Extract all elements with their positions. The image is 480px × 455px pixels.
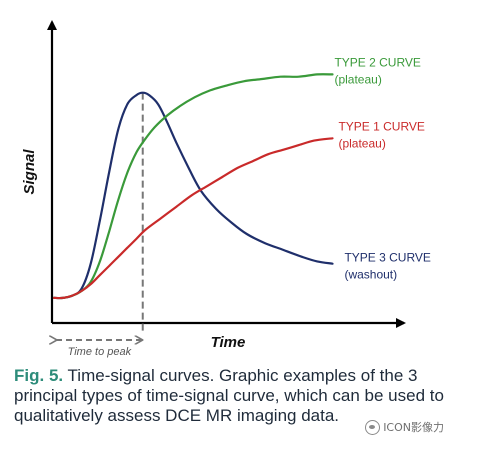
figure-caption: Fig. 5. Time-signal curves. Graphic exam… (14, 366, 474, 426)
wechat-icon (365, 419, 381, 435)
series-sublabel-type-2-curve: (plateau) (334, 72, 381, 86)
figure-label: Fig. 5. (14, 366, 64, 385)
y-axis-label: Signal (21, 149, 38, 195)
watermark-text: ICON影像力 (383, 421, 444, 434)
series-sublabel-type-1-curve: (plateau) (338, 136, 385, 150)
caption-text: Time-signal curves. Graphic examples of … (14, 366, 444, 425)
series-label-type-1-curve: TYPE 1 CURVE (338, 119, 424, 133)
series-labels: TYPE 3 CURVE (washout) TYPE 2 CURVE (platea… (334, 55, 430, 281)
series-label-type-3-curve: TYPE 3 CURVE (344, 251, 430, 265)
watermark: ICON影像力 (365, 419, 444, 435)
curves-group (52, 73, 334, 300)
series-label-type-2-curve: TYPE 2 CURVE (334, 55, 420, 69)
time-to-peak-label: Time to peak (68, 346, 132, 358)
x-axis-label: Time (211, 334, 246, 351)
series-line-type-3-curve (52, 91, 334, 300)
series-line-type-1-curve (52, 137, 334, 300)
series-sublabel-type-3-curve: (washout) (344, 268, 397, 282)
time-signal-chart: Signal Time Time to peak TYPE 3 CURVE (wa… (21, 20, 431, 358)
series-line-type-2-curve (52, 73, 334, 300)
